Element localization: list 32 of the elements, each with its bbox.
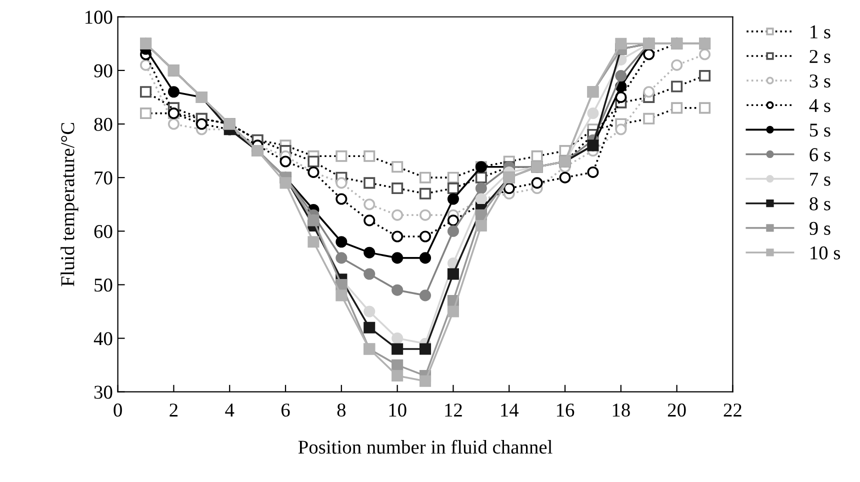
x-tick-label: 20 — [668, 404, 686, 417]
x-axis-title: Position number in fluid channel — [298, 440, 552, 454]
y-tick-label: 90 — [94, 64, 112, 78]
legend-label: 3 s — [810, 74, 830, 88]
legend-label: 2 s — [810, 50, 830, 64]
x-tick-label: 8 — [337, 404, 346, 417]
y-tick-label: 40 — [94, 332, 112, 346]
x-tick-label: 10 — [389, 404, 406, 417]
x-tick-label: 14 — [501, 404, 519, 416]
legend-label: 6 s — [810, 148, 830, 162]
x-tick-label: 0 — [114, 404, 122, 417]
y-tick-label: 80 — [94, 118, 112, 131]
x-tick-label: 22 — [724, 404, 742, 416]
y-tick-label: 60 — [94, 224, 112, 238]
x-tick-label: 18 — [612, 404, 630, 417]
legend-label: 5 s — [810, 124, 830, 137]
x-tick-label: 4 — [225, 404, 234, 416]
y-tick-label: 30 — [94, 386, 112, 399]
x-tick-label: 2 — [170, 404, 178, 416]
legend-label: 1 s — [810, 25, 830, 38]
x-tick-label: 6 — [281, 404, 290, 417]
legend-label: 7 s — [810, 172, 830, 186]
legend-label: 9 s — [809, 222, 830, 235]
x-tick-label: 16 — [557, 404, 574, 417]
x-tick-label: 12 — [445, 404, 462, 416]
y-axis-title: Fluid temperature/°C — [60, 122, 78, 286]
legend-label: 10 s — [810, 246, 840, 260]
legend-label: 4 s — [809, 99, 830, 112]
y-tick-label: 70 — [94, 171, 112, 185]
y-tick-label: 100 — [86, 10, 112, 24]
y-tick-label: 50 — [94, 278, 112, 292]
legend-label: 8 s — [810, 197, 830, 210]
